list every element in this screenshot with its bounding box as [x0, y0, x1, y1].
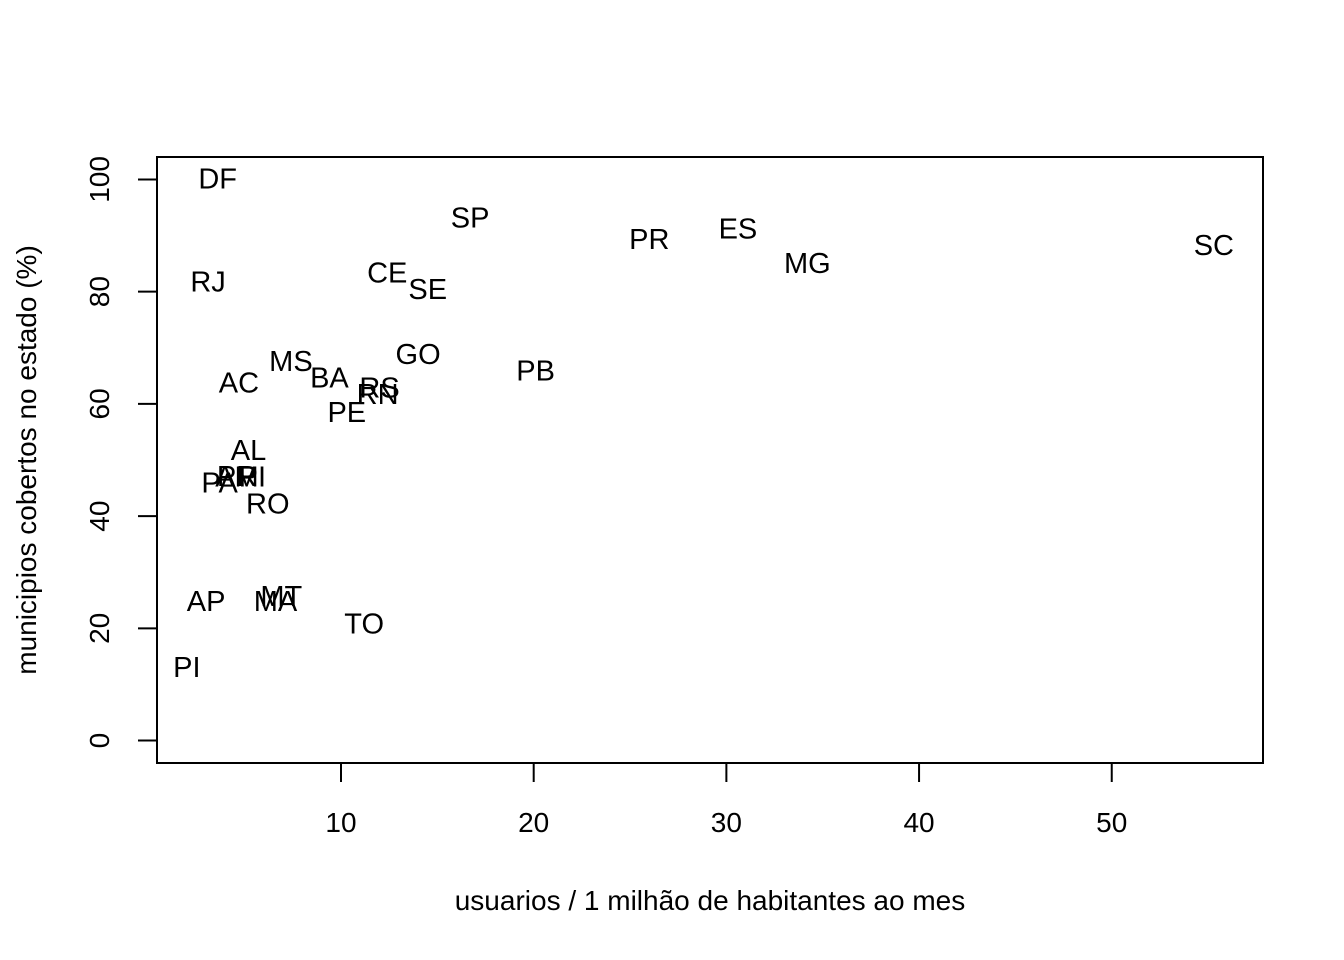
x-axis: 10 20 30 40 50: [325, 762, 1127, 838]
y-tick-label: 60: [84, 388, 115, 419]
point-es: ES: [719, 213, 758, 245]
point-pr: PR: [217, 461, 257, 493]
y-tick-label: 0: [84, 733, 115, 749]
point-df: DF: [198, 163, 237, 195]
point-pb: PB: [516, 355, 555, 387]
y-tick-label: 100: [84, 156, 115, 203]
point-to: TO: [344, 608, 384, 640]
point-ap: AP: [187, 586, 226, 618]
point-mt: MT: [260, 581, 302, 613]
point-pr: PR: [629, 224, 669, 256]
point-go: GO: [396, 339, 441, 371]
y-tick-label: 80: [84, 276, 115, 307]
point-pi: PI: [173, 652, 200, 684]
point-am: AM: [215, 461, 259, 493]
y-axis: 0 20 40 60 80 100: [84, 156, 158, 749]
point-pa: PA: [201, 468, 238, 500]
y-axis-title: municipios cobertos no estado (%): [11, 245, 42, 675]
point-ma: MA: [254, 586, 298, 618]
point-rn: RN: [357, 379, 399, 411]
point-rj: RJ: [190, 267, 225, 299]
x-tick-label: 10: [325, 807, 356, 838]
point-ba: BA: [310, 363, 349, 395]
point-pi: PI: [239, 461, 266, 493]
point-pe: PE: [327, 397, 366, 429]
point-al: AL: [231, 435, 266, 467]
x-tick-label: 30: [711, 807, 742, 838]
x-axis-title: usuarios / 1 milhão de habitantes ao mes: [455, 885, 966, 916]
point-se: SE: [408, 274, 447, 306]
point-ms: MS: [269, 346, 313, 378]
point-ac: AC: [219, 368, 259, 400]
plot-frame: [156, 156, 1264, 764]
x-tick-label: 50: [1096, 807, 1127, 838]
point-ro: RO: [246, 488, 290, 520]
x-tick-label: 40: [903, 807, 934, 838]
y-tick-label: 20: [84, 613, 115, 644]
x-tick-label: 20: [518, 807, 549, 838]
point-ce: CE: [367, 258, 407, 290]
point-sp: SP: [451, 203, 490, 235]
y-tick-label: 40: [84, 501, 115, 532]
point-sc: SC: [1194, 230, 1234, 262]
point-rs: RS: [359, 373, 399, 405]
point-mg: MG: [784, 248, 831, 280]
